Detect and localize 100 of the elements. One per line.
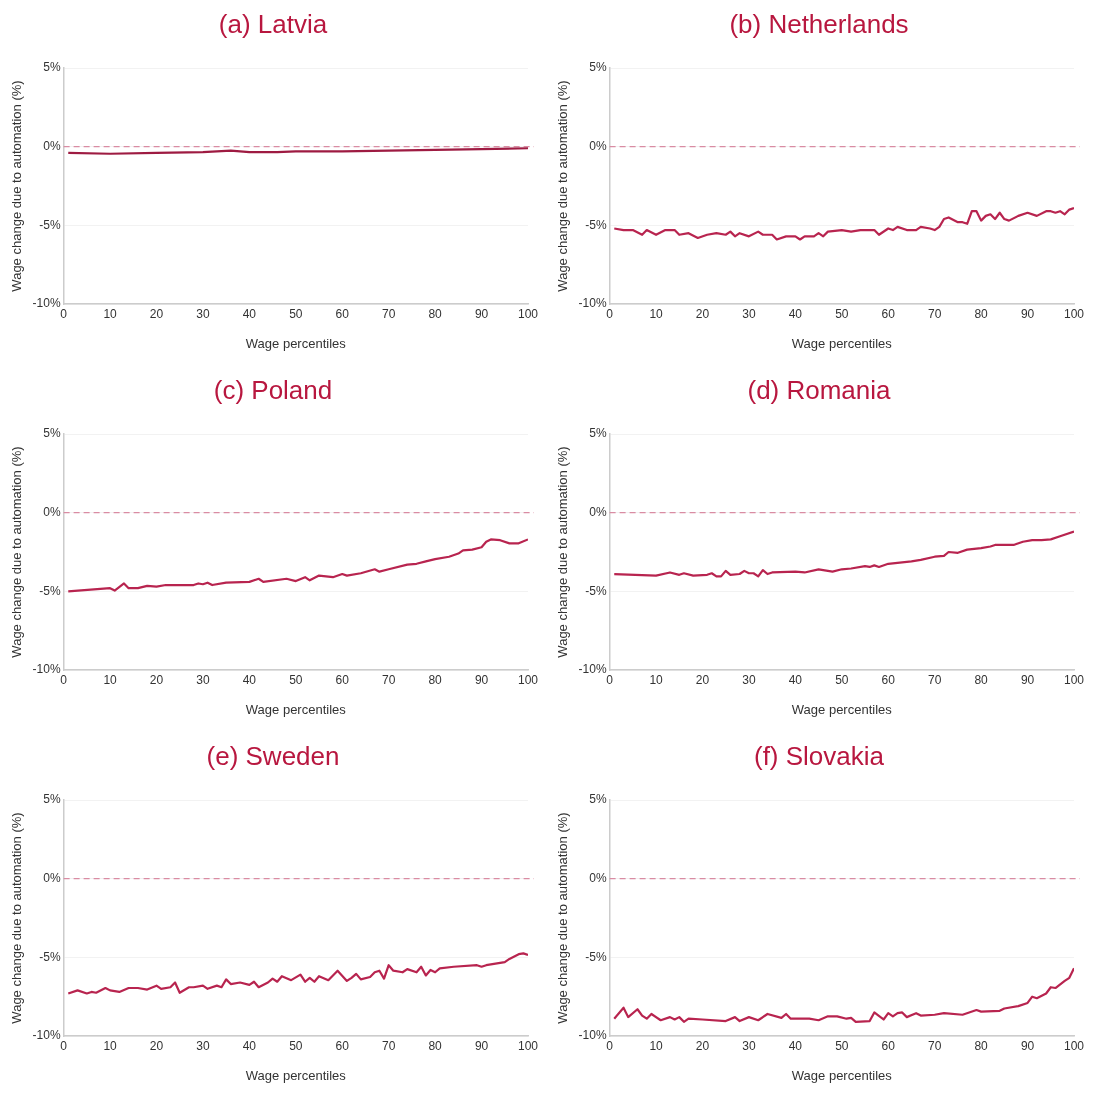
x-tick-label: 100 <box>517 672 539 687</box>
chart-title: (e) Sweden <box>205 740 341 773</box>
y-tick-label: 5% <box>589 426 607 441</box>
x-tick-label: 70 <box>928 1038 942 1053</box>
x-tick-label: 10 <box>103 672 118 687</box>
x-tick-label: 70 <box>382 306 396 321</box>
y-tick-label: -5% <box>39 217 61 232</box>
x-axis-title: Wage percentiles <box>245 701 347 717</box>
x-tick-label: 50 <box>835 306 849 321</box>
x-tick-label: 70 <box>928 672 942 687</box>
chart-title: (c) Poland <box>212 374 334 407</box>
x-tick-label: 80 <box>974 1038 989 1053</box>
x-tick-label: 80 <box>974 672 989 687</box>
y-tick-label: 5% <box>43 426 61 441</box>
x-tick-label: 10 <box>103 306 118 321</box>
x-tick-label: 40 <box>242 306 257 321</box>
y-tick-label: 5% <box>589 60 607 75</box>
y-tick-label: -10% <box>578 296 607 311</box>
y-axis-title: Wage change due to automation (%) <box>555 80 571 292</box>
x-tick-label: 90 <box>474 672 489 687</box>
x-tick-label: 20 <box>695 1038 710 1053</box>
x-axis-title: Wage percentiles <box>245 1067 347 1083</box>
x-tick-label: 50 <box>289 306 303 321</box>
x-tick-label: 100 <box>1063 1038 1085 1053</box>
y-tick-label: -5% <box>39 949 61 964</box>
x-tick-label: 80 <box>428 1038 443 1053</box>
x-tick-label: 30 <box>196 672 210 687</box>
x-tick-label: 50 <box>289 1038 303 1053</box>
x-tick-label: 60 <box>881 306 896 321</box>
y-tick-label: 0% <box>43 138 61 153</box>
x-tick-label: 0 <box>606 306 614 321</box>
x-tick-label: 100 <box>1063 306 1085 321</box>
x-tick-label: 90 <box>474 306 489 321</box>
x-tick-label: 0 <box>606 672 614 687</box>
y-tick-label: 0% <box>589 504 607 519</box>
x-tick-label: 20 <box>149 306 164 321</box>
y-tick-label: 5% <box>589 792 607 807</box>
x-tick-label: 60 <box>881 672 896 687</box>
y-axis-title: Wage change due to automation (%) <box>9 80 25 292</box>
x-axis-title: Wage percentiles <box>791 335 893 351</box>
y-axis-title: Wage change due to automation (%) <box>555 446 571 658</box>
x-tick-label: 20 <box>695 672 710 687</box>
x-tick-label: 20 <box>695 306 710 321</box>
y-tick-label: 0% <box>589 870 607 885</box>
x-tick-label: 60 <box>335 672 350 687</box>
y-tick-label: -5% <box>585 583 607 598</box>
chart-title: (a) Latvia <box>217 8 329 41</box>
x-tick-label: 90 <box>1020 1038 1035 1053</box>
x-tick-label: 30 <box>742 1038 756 1053</box>
x-tick-label: 100 <box>517 306 539 321</box>
y-tick-label: -5% <box>585 949 607 964</box>
x-tick-label: 40 <box>788 1038 803 1053</box>
y-tick-label: -5% <box>585 217 607 232</box>
x-tick-label: 10 <box>103 1038 118 1053</box>
x-tick-label: 80 <box>428 672 443 687</box>
x-tick-label: 20 <box>149 1038 164 1053</box>
x-tick-label: 30 <box>196 306 210 321</box>
x-tick-label: 60 <box>335 306 350 321</box>
y-tick-label: 0% <box>589 138 607 153</box>
x-tick-label: 0 <box>60 306 68 321</box>
y-tick-label: -10% <box>578 1028 607 1043</box>
x-tick-label: 50 <box>835 672 849 687</box>
x-tick-label: 50 <box>289 672 303 687</box>
x-axis-title: Wage percentiles <box>245 335 347 351</box>
chart-title: (b) Netherlands <box>728 8 910 41</box>
y-tick-label: -10% <box>32 296 61 311</box>
y-tick-label: 5% <box>43 60 61 75</box>
x-tick-label: 30 <box>742 672 756 687</box>
x-tick-label: 90 <box>1020 672 1035 687</box>
chart-title: (d) Romania <box>746 374 892 407</box>
x-tick-label: 0 <box>60 1038 68 1053</box>
x-tick-label: 100 <box>1063 672 1085 687</box>
y-axis-title: Wage change due to automation (%) <box>555 812 571 1024</box>
y-tick-label: 5% <box>43 792 61 807</box>
x-tick-label: 40 <box>242 1038 257 1053</box>
x-tick-label: 0 <box>606 1038 614 1053</box>
y-tick-label: -10% <box>32 662 61 677</box>
x-tick-label: 20 <box>149 672 164 687</box>
x-tick-label: 60 <box>881 1038 896 1053</box>
x-tick-label: 90 <box>1020 306 1035 321</box>
x-axis-title: Wage percentiles <box>791 701 893 717</box>
x-axis-title: Wage percentiles <box>791 1067 893 1083</box>
y-tick-label: -5% <box>39 583 61 598</box>
x-tick-label: 70 <box>382 1038 396 1053</box>
x-tick-label: 40 <box>788 672 803 687</box>
y-tick-label: 0% <box>43 870 61 885</box>
y-tick-label: 0% <box>43 504 61 519</box>
x-tick-label: 10 <box>649 1038 664 1053</box>
x-tick-label: 30 <box>742 306 756 321</box>
y-axis-title: Wage change due to automation (%) <box>9 446 25 658</box>
x-tick-label: 80 <box>974 306 989 321</box>
x-tick-label: 0 <box>60 672 68 687</box>
x-tick-label: 40 <box>242 672 257 687</box>
y-tick-label: -10% <box>578 662 607 677</box>
x-tick-label: 30 <box>196 1038 210 1053</box>
x-tick-label: 40 <box>788 306 803 321</box>
x-tick-label: 70 <box>928 306 942 321</box>
x-tick-label: 80 <box>428 306 443 321</box>
x-tick-label: 10 <box>649 306 664 321</box>
y-tick-label: -10% <box>32 1028 61 1043</box>
